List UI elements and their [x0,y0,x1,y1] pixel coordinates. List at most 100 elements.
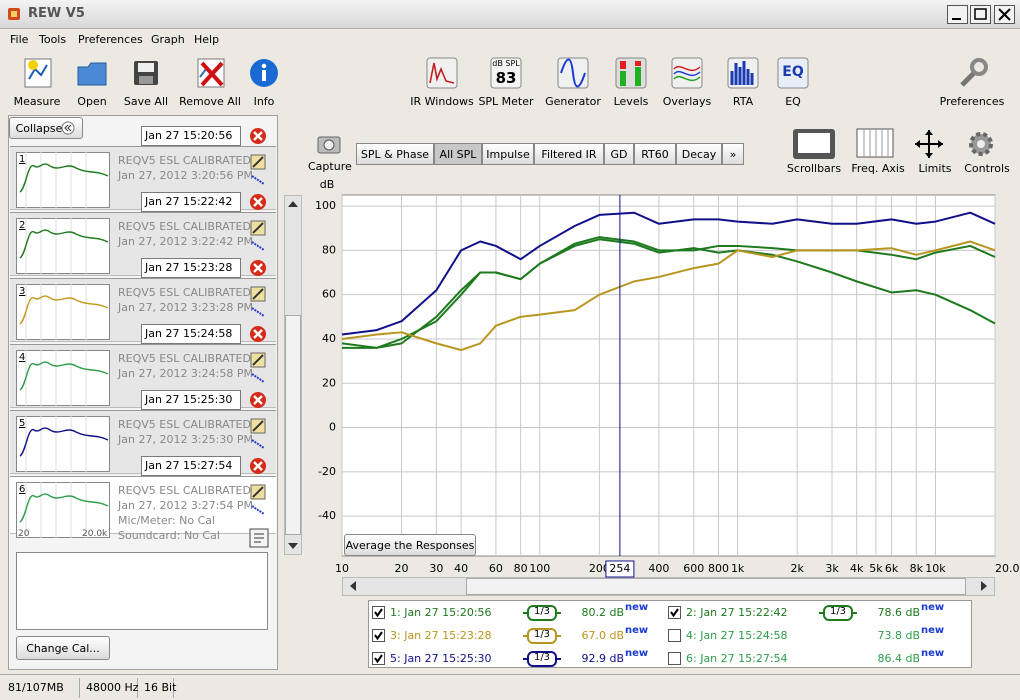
tool-label[interactable]: Generator [545,95,601,108]
window-controls[interactable] [947,5,1017,25]
tool-label[interactable]: RTA [732,95,754,108]
legend-label[interactable]: 2: Jan 27 15:22:42 [686,606,788,619]
v-scroll-thumb[interactable] [285,315,301,535]
tool-label[interactable]: Save All [123,95,169,108]
legend-checkbox [372,606,385,619]
x-tick-label: 20 [395,562,409,575]
tool-label[interactable]: Overlays [662,95,712,108]
tool-icon [134,61,158,85]
graph-button-icon [915,130,943,158]
tab[interactable]: SPL & Phase [356,143,434,165]
thumbnail [16,218,110,274]
notes-icon [249,528,269,548]
graph-button-icon [856,128,894,158]
collapse-icon [61,121,75,135]
menu-item[interactable]: Help [194,33,220,46]
measurement-name: REQV5 ESL CALIBRATED [118,418,251,431]
y-tick-label: 40 [322,332,336,345]
capture-icon [317,136,341,154]
menu-item[interactable]: Graph [151,33,185,46]
menu-item[interactable]: File [10,33,29,46]
tool-label[interactable]: Measure [13,95,61,108]
legend-reading: 80.2 dB [581,606,624,619]
graph-button-label[interactable]: Scrollbars [786,162,842,175]
measurement-field[interactable]: Jan 27 15:22:42 [141,192,241,212]
tool-label[interactable]: IR Windows [410,95,474,108]
tab[interactable]: RT60 [634,143,676,165]
tool-label[interactable]: Remove All [179,95,241,108]
legend-reading: 86.4 dB [877,652,920,665]
y-tick-label: -20 [318,465,336,478]
tool-label[interactable]: Preferences [939,95,1005,108]
x-tick-label: 40 [454,562,468,575]
menu-item[interactable]: Tools [39,33,67,46]
tab[interactable]: All SPL [434,143,482,165]
measurement-name: REQV5 ESL CALIBRATED [118,220,251,233]
graph-button-icon [969,132,993,156]
tab[interactable]: GD [604,143,634,165]
legend-label[interactable]: 4: Jan 27 15:24:58 [686,629,788,642]
legend-smoothing: 1/3 [533,629,551,640]
collapse-button[interactable]: Collapse [9,117,83,139]
x-tick-label: 10k [925,562,946,575]
graph-button-label[interactable]: Controls [964,162,1010,175]
legend-checkbox [372,629,385,642]
tool-label[interactable]: Open [77,95,107,108]
legend-badge: new [625,648,649,659]
change-cal-button[interactable]: Change Cal... [16,636,110,660]
y-tick-label: 20 [322,376,336,389]
x-tick-label: 6k [885,562,899,575]
x-tick-label: 1k [731,562,745,575]
cal-icon [251,175,265,185]
legend-label[interactable]: 3: Jan 27 15:23:28 [390,629,492,642]
measurement-field[interactable]: Jan 27 15:20:56 [141,126,241,146]
legend-smoothing: 1/3 [829,606,847,617]
measurement-number: 6 [19,484,26,495]
notes-box[interactable] [16,552,268,630]
tool-label[interactable]: Info [253,95,275,108]
graph-button-label[interactable]: Limits [918,162,952,175]
scroll-arrow [350,581,356,591]
scroll-arrow [981,581,987,591]
capture-label[interactable]: Capture [308,160,352,173]
tool-label[interactable]: Levels [613,95,649,108]
remove-icon [250,260,266,276]
legend-label[interactable]: 1: Jan 27 15:20:56 [390,606,492,619]
measurement-field[interactable]: Jan 27 15:23:28 [141,258,241,278]
average-button[interactable]: Average the Responses [344,534,476,556]
h-scroll-thumb[interactable] [466,578,966,595]
measurement-field[interactable]: Jan 27 15:24:58 [141,324,241,344]
tool-label[interactable]: EQ [785,95,801,108]
edit-icon [250,418,266,434]
tab[interactable]: Filtered IR [534,143,604,165]
thumbnail [16,416,110,472]
legend-label[interactable]: 5: Jan 27 15:25:30 [390,652,492,665]
title-bar: REW V5 [0,0,1020,29]
tool-label[interactable]: SPL Meter [478,95,534,108]
measurement-number: 1 [19,154,26,165]
legend-checkbox [668,652,681,665]
series-line [341,238,996,349]
tab[interactable]: » [722,143,744,165]
measurement-field[interactable]: Jan 27 15:27:54 [141,456,241,476]
x-tick-label: 20.0k Hz [995,562,1020,575]
measurement-name: REQV5 ESL CALIBRATED [118,484,251,497]
cursor-label-box [605,560,635,578]
remove-icon [250,194,266,210]
tool-icon [615,57,647,89]
series-line [341,211,996,336]
legend-reading: 92.9 dB [581,652,624,665]
remove-icon [250,392,266,408]
menu-item[interactable]: Preferences [78,33,143,46]
graph-button-label[interactable]: Freq. Axis [851,162,905,175]
tool-icon [426,57,458,89]
smoothing-badge [523,605,561,621]
measurement-field[interactable]: Jan 27 15:25:30 [141,390,241,410]
legend-label[interactable]: 6: Jan 27 15:27:54 [686,652,788,665]
tab[interactable]: Decay [676,143,722,165]
tab[interactable]: Impulse [482,143,534,165]
legend-reading: 78.6 dB [877,606,920,619]
x-tick-label: 800 [708,562,729,575]
x-tick-label: 200 [589,562,610,575]
smoothing-badge [523,651,561,667]
